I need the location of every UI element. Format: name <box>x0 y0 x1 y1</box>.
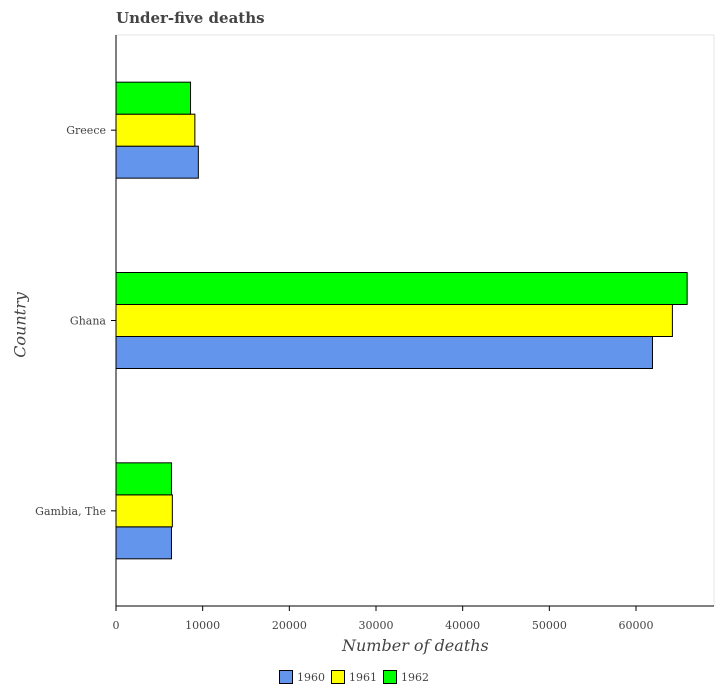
x-tick-label: 20000 <box>272 619 307 632</box>
legend-item: 1962 <box>383 670 429 684</box>
x-axis-label: Number of deaths <box>342 636 489 655</box>
x-tick-label: 40000 <box>445 619 480 632</box>
x-tick-label: 30000 <box>359 619 394 632</box>
legend-label: 1961 <box>349 670 377 684</box>
legend-label: 1960 <box>297 670 325 684</box>
bar <box>115 272 688 305</box>
y-tick-label: Ghana <box>70 315 107 328</box>
legend-swatch <box>383 670 397 684</box>
x-tick-label: 60000 <box>619 619 654 632</box>
bar <box>115 494 173 528</box>
y-tick-label: Gambia, The <box>35 505 106 518</box>
chart-title: Under-five deaths <box>116 9 265 27</box>
x-tick-label: 10000 <box>185 619 220 632</box>
bar <box>115 462 172 496</box>
bar <box>115 81 192 115</box>
x-tick-label: 0 <box>113 619 120 632</box>
bar <box>115 145 199 179</box>
bar <box>115 304 673 337</box>
x-tick-label: 50000 <box>532 619 567 632</box>
legend-swatch <box>279 670 293 684</box>
bar <box>115 113 196 147</box>
legend: 1960 1961 1962 <box>279 670 429 684</box>
y-tick-label: Greece <box>66 124 106 137</box>
legend-item: 1961 <box>331 670 377 684</box>
bar <box>115 526 172 560</box>
legend-label: 1962 <box>401 670 429 684</box>
bar <box>115 336 653 369</box>
legend-swatch <box>331 670 345 684</box>
y-axis-label: Country <box>10 292 30 358</box>
legend-item: 1960 <box>279 670 325 684</box>
